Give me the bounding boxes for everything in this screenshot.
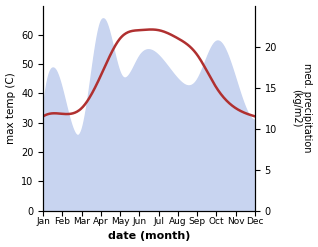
Y-axis label: max temp (C): max temp (C) [5,72,16,144]
X-axis label: date (month): date (month) [108,231,190,242]
Y-axis label: med. precipitation
(kg/m2): med. precipitation (kg/m2) [291,63,313,153]
